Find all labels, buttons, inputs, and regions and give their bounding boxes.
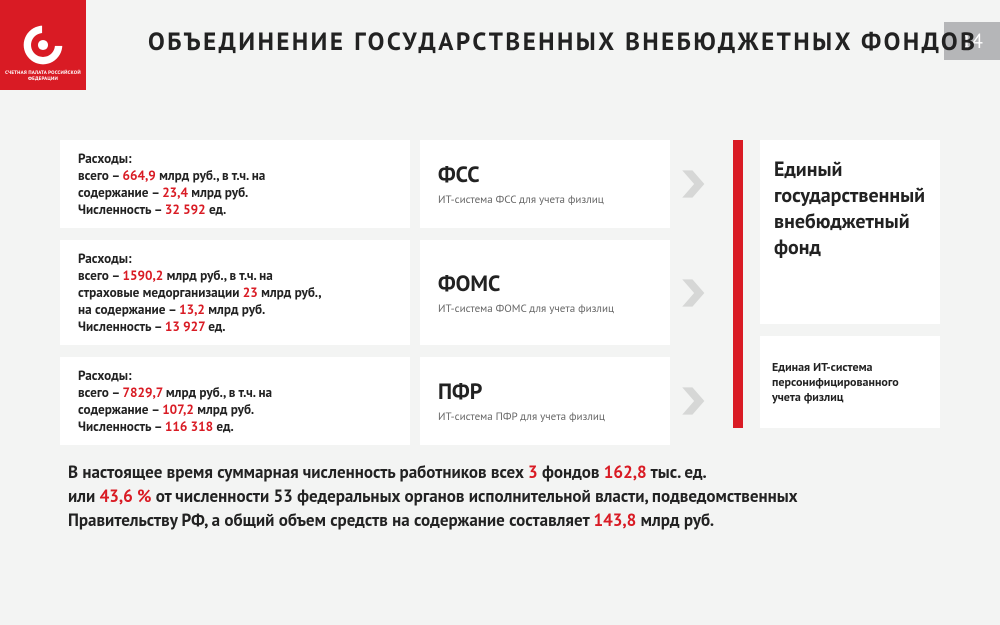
fund-stats: Расходы: всего – 664,9 млрд руб., в т.ч.… <box>60 140 410 228</box>
fund-abbr: ПФР <box>438 378 656 406</box>
stats-line: Численность – 32 592 ед. <box>78 201 396 218</box>
stats-line: Численность – 13 927 ед. <box>78 318 396 335</box>
accounts-chamber-logo-icon <box>20 22 66 68</box>
stats-line: страховые медорганизации 23 млрд руб., <box>78 284 396 301</box>
stats-label: Расходы: <box>78 367 396 384</box>
fund-name-box: ФОМС ИТ-система ФОМС для учета физлиц <box>420 240 670 345</box>
stats-line: всего – 664,9 млрд руб., в т.ч. на <box>78 167 396 184</box>
fund-stats: Расходы: всего – 1590,2 млрд руб., в т.ч… <box>60 240 410 345</box>
stats-line: всего – 1590,2 млрд руб., в т.ч. на <box>78 267 396 284</box>
fund-name-box: ПФР ИТ-система ПФР для учета физлиц <box>420 357 670 445</box>
logo: СЧЕТНАЯ ПАЛАТА РОССИЙСКОЙ ФЕДЕРАЦИИ <box>0 0 86 90</box>
stats-line: содержание – 23,4 млрд руб. <box>78 184 396 201</box>
arrow-icon <box>670 140 720 228</box>
fund-subtitle: ИТ-система ПФР для учета физлиц <box>438 410 656 424</box>
logo-text: СЧЕТНАЯ ПАЛАТА РОССИЙСКОЙ ФЕДЕРАЦИИ <box>0 70 86 82</box>
unified-fund-box: Единый государственный внебюджетный фонд <box>760 140 940 324</box>
unified-it-text: Единая ИТ-система персонифицированного у… <box>772 360 928 405</box>
fund-subtitle: ИТ-система ФСС для учета физлиц <box>438 193 656 207</box>
stats-label: Расходы: <box>78 150 396 167</box>
arrow-icon <box>670 240 720 345</box>
unified-it-box: Единая ИТ-система персонифицированного у… <box>760 336 940 428</box>
stats-line: всего – 7829,7 млрд руб., в т.ч. на <box>78 384 396 401</box>
stats-line: на содержание – 13,2 млрд руб. <box>78 301 396 318</box>
fund-subtitle: ИТ-система ФОМС для учета физлиц <box>438 302 656 316</box>
unified-fund-title: Единый государственный внебюджетный фонд <box>774 156 926 260</box>
fund-abbr: ФОМС <box>438 270 656 298</box>
fund-stats: Расходы: всего – 7829,7 млрд руб., в т.ч… <box>60 357 410 445</box>
vertical-accent-bar <box>733 140 743 428</box>
fund-name-box: ФСС ИТ-система ФСС для учета физлиц <box>420 140 670 228</box>
stats-label: Расходы: <box>78 250 396 267</box>
summary-footer: В настоящее время суммарная численность … <box>68 460 928 532</box>
fund-abbr: ФСС <box>438 161 656 189</box>
page-title: ОБЪЕДИНЕНИЕ ГОСУДАРСТВЕННЫХ ВНЕБЮДЖЕТНЫХ… <box>148 25 977 57</box>
stats-line: содержание – 107,2 млрд руб. <box>78 401 396 418</box>
stats-line: Численность – 116 318 ед. <box>78 418 396 435</box>
arrow-icon <box>670 357 720 445</box>
